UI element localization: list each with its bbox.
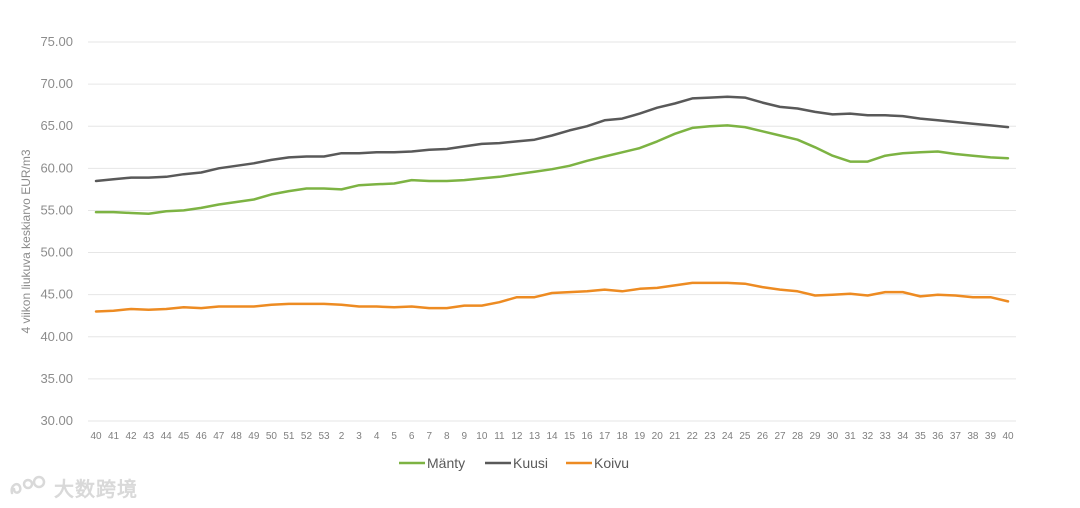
x-tick-label: 26	[757, 431, 769, 442]
y-axis-label: 4 viikon liukuva keskiarvo EUR/m3	[19, 149, 33, 333]
watermark-text: 大数跨境	[54, 476, 138, 501]
x-tick-label: 9	[462, 431, 468, 442]
gridlines	[88, 41, 1016, 422]
x-tick-label: 50	[266, 431, 278, 442]
x-tick-label: 23	[704, 431, 716, 442]
y-tick-label: 75.00	[40, 34, 73, 49]
x-tick-label: 40	[1002, 431, 1014, 442]
x-tick-label: 48	[231, 431, 243, 442]
legend-label: Mänty	[427, 455, 465, 471]
x-tick-label: 28	[792, 431, 804, 442]
x-tick-label: 29	[810, 431, 822, 442]
x-tick-label: 52	[301, 431, 313, 442]
x-tick-label: 36	[932, 431, 944, 442]
y-tick-label: 45.00	[40, 287, 73, 302]
x-tick-label: 12	[511, 431, 523, 442]
x-tick-label: 10	[476, 431, 488, 442]
series-line-2	[94, 281, 1010, 313]
series-line-0	[94, 124, 1010, 216]
x-tick-label: 13	[529, 431, 541, 442]
series-line-1	[94, 95, 1010, 183]
x-axis-tick-labels: 40 41 42 43 44 45 46 47 48 49 50 51 52 53 2 3 4 5 6 7 8 9 10 11…	[90, 431, 1014, 442]
y-tick-label: 35.00	[40, 371, 73, 386]
y-tick-label: 70.00	[40, 76, 73, 91]
x-tick-label: 49	[248, 431, 260, 442]
x-tick-label: 40	[90, 431, 102, 442]
x-tick-label: 3	[356, 431, 362, 442]
x-tick-label: 21	[669, 431, 681, 442]
x-tick-label: 42	[126, 431, 138, 442]
legend-label: Kuusi	[513, 455, 548, 471]
y-tick-label: 60.00	[40, 160, 73, 175]
x-tick-label: 51	[283, 431, 295, 442]
y-axis-tick-labels: 30.00 35.00 40.00 45.00 50.00 55.00 60.00 65.00…	[40, 34, 73, 428]
x-tick-label: 27	[774, 431, 786, 442]
x-tick-label: 5	[391, 431, 397, 442]
x-tick-label: 25	[739, 431, 751, 442]
x-tick-label: 35	[915, 431, 927, 442]
series-lines	[94, 95, 1010, 313]
x-tick-label: 45	[178, 431, 190, 442]
x-tick-label: 31	[845, 431, 857, 442]
x-tick-label: 16	[582, 431, 594, 442]
y-tick-label: 40.00	[40, 329, 73, 344]
x-tick-label: 4	[374, 431, 380, 442]
x-tick-label: 39	[985, 431, 997, 442]
y-tick-label: 55.00	[40, 202, 73, 217]
y-tick-label: 65.00	[40, 118, 73, 133]
x-tick-label: 30	[827, 431, 839, 442]
x-tick-label: 7	[426, 431, 432, 442]
x-tick-label: 41	[108, 431, 120, 442]
x-tick-label: 24	[722, 431, 734, 442]
x-tick-label: 11	[494, 431, 505, 442]
x-tick-label: 47	[213, 431, 225, 442]
x-tick-label: 17	[599, 431, 611, 442]
legend-label: Koivu	[594, 455, 629, 471]
x-tick-label: 32	[862, 431, 874, 442]
x-tick-label: 53	[318, 431, 330, 442]
x-tick-label: 33	[880, 431, 892, 442]
x-tick-label: 43	[143, 431, 155, 442]
x-tick-label: 20	[652, 431, 664, 442]
y-tick-label: 50.00	[40, 245, 73, 260]
x-tick-label: 44	[161, 431, 173, 442]
x-tick-label: 46	[196, 431, 208, 442]
x-tick-label: 38	[967, 431, 979, 442]
x-tick-label: 2	[339, 431, 345, 442]
x-tick-label: 18	[617, 431, 629, 442]
x-tick-label: 22	[687, 431, 699, 442]
x-tick-label: 15	[564, 431, 576, 442]
x-tick-label: 37	[950, 431, 962, 442]
x-tick-label: 34	[897, 431, 909, 442]
x-tick-label: 14	[546, 431, 558, 442]
x-tick-label: 8	[444, 431, 450, 442]
y-tick-label: 30.00	[40, 413, 73, 428]
swirl-logo-icon	[10, 475, 46, 495]
watermark: 大数跨境	[8, 472, 138, 502]
x-tick-label: 19	[634, 431, 646, 442]
x-tick-label: 6	[409, 431, 415, 442]
legend: Mänty Kuusi Koivu	[399, 455, 629, 471]
